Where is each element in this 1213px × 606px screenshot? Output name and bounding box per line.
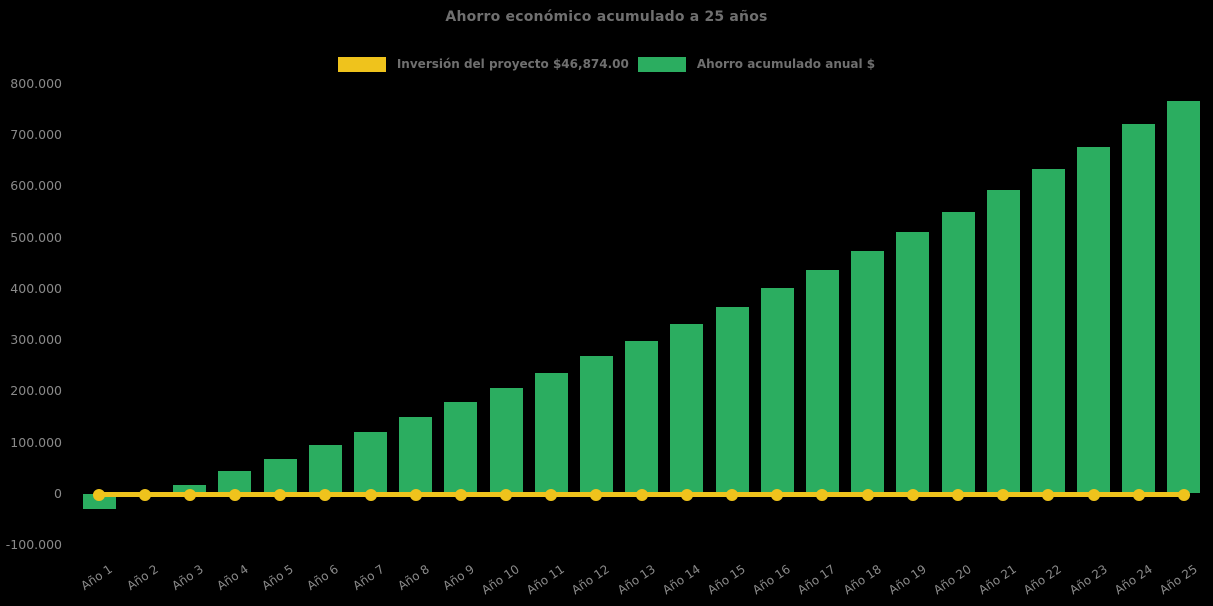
bar-año-17 (805, 269, 839, 494)
bar-año-18 (851, 251, 885, 494)
investment-line-marker (952, 488, 964, 501)
investment-line-marker (409, 488, 422, 501)
chart-legend: Inversión del proyecto $46,874.00 Ahorro… (0, 57, 1213, 72)
bar-año-25 (1167, 101, 1201, 494)
y-tick-label: 0 (54, 486, 62, 501)
investment-line-marker (274, 488, 287, 501)
bar-año-19 (896, 231, 930, 494)
bar-año-4 (218, 470, 252, 494)
investment-line-marker (1132, 488, 1145, 501)
bar-año-23 (1077, 147, 1111, 494)
bar-año-16 (760, 288, 794, 494)
legend-label-inversion: Inversión del proyecto $46,874.00 (396, 57, 629, 71)
bar-año-11 (534, 372, 568, 494)
investment-line-marker (454, 488, 467, 501)
bar-año-8 (399, 416, 433, 494)
investment-line-marker (771, 488, 784, 501)
legend-item-ahorro: Ahorro acumulado anual $ (637, 57, 876, 72)
bar-año-14 (670, 324, 704, 494)
chart-title: Ahorro económico acumulado a 25 años (445, 9, 768, 25)
investment-line-marker (726, 488, 739, 501)
investment-line-marker (906, 488, 919, 501)
legend-swatch-inversion (337, 57, 386, 72)
y-tick-label: -100.000 (5, 537, 62, 553)
bar-año-7 (354, 431, 388, 494)
legend-item-inversion: Inversión del proyecto $46,874.00 (337, 57, 629, 72)
y-tick-label: 800.000 (10, 75, 62, 91)
bar-año-20 (941, 211, 975, 494)
investment-line-marker (1177, 488, 1190, 501)
investment-line-marker (1042, 488, 1055, 501)
bar-año-12 (579, 356, 613, 494)
investment-line-marker (861, 488, 874, 501)
investment-line-marker (997, 488, 1010, 501)
legend-swatch-ahorro (637, 57, 686, 72)
bar-año-6 (308, 445, 342, 494)
investment-line-marker (816, 488, 829, 501)
investment-line-marker (500, 488, 513, 501)
investment-line-marker (680, 488, 693, 501)
investment-line-marker (93, 488, 106, 501)
investment-line-marker (635, 488, 648, 501)
y-tick-label: 500.000 (10, 229, 62, 245)
bar-año-24 (1122, 123, 1156, 494)
y-tick-label: 300.000 (10, 332, 62, 348)
bar-año-13 (625, 341, 659, 494)
investment-line-marker (138, 488, 151, 501)
bar-año-15 (715, 306, 749, 494)
legend-label-ahorro: Ahorro acumulado anual $ (696, 57, 876, 71)
investment-line-marker (590, 488, 603, 501)
bar-año-21 (986, 189, 1020, 494)
investment-line-marker (319, 488, 332, 501)
bar-año-22 (1031, 169, 1065, 494)
bar-año-9 (444, 402, 478, 494)
y-tick-label: 100.000 (10, 434, 62, 450)
investment-line-marker (183, 488, 196, 501)
y-tick-label: 700.000 (10, 126, 62, 142)
investment-line-marker (1087, 488, 1100, 501)
y-tick-label: 200.000 (10, 383, 62, 399)
investment-line-marker (228, 488, 241, 501)
bar-año-1 (82, 493, 116, 510)
bar-año-10 (489, 388, 523, 494)
y-tick-label: 600.000 (10, 178, 62, 194)
investment-line-marker (364, 488, 377, 501)
investment-line-marker (545, 488, 558, 501)
bar-año-5 (263, 459, 297, 494)
y-tick-label: 400.000 (10, 280, 62, 296)
